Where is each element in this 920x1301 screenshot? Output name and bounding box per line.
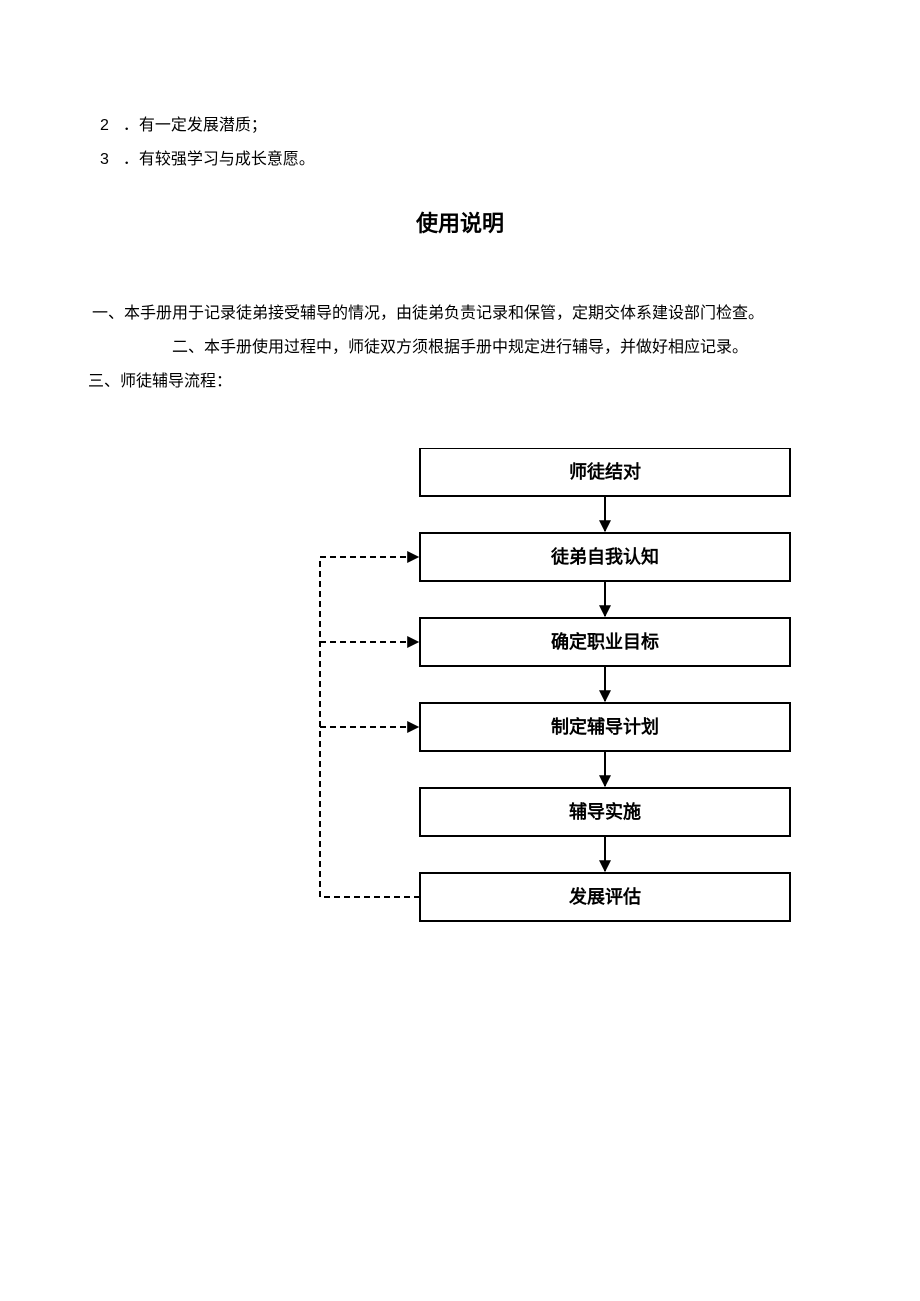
svg-text:辅导实施: 辅导实施 xyxy=(569,801,641,822)
paragraph-1: 一、本手册用于记录徒弟接受辅导的情况，由徒弟负责记录和保管，定期交体系建设部门检… xyxy=(92,298,820,330)
paragraph-3: 三、师徒辅导流程： xyxy=(88,366,820,398)
list-number-3: 3 xyxy=(100,151,109,168)
list-text-3: ．有较强学习与成长意愿。 xyxy=(123,151,315,168)
list-item-3: 3 ．有较强学习与成长意愿。 xyxy=(100,144,820,176)
flowchart: 师徒结对徒弟自我认知确定职业目标制定辅导计划辅导实施发展评估 xyxy=(220,448,780,968)
list-text-2: ．有一定发展潜质； xyxy=(123,117,267,134)
flowchart-svg: 师徒结对徒弟自我认知确定职业目标制定辅导计划辅导实施发展评估 xyxy=(220,448,800,948)
svg-text:制定辅导计划: 制定辅导计划 xyxy=(551,716,659,737)
paragraph-2: 二、本手册使用过程中，师徒双方须根据手册中规定进行辅导，并做好相应记录。 xyxy=(100,332,820,364)
list-item-2: 2 ．有一定发展潜质； xyxy=(100,110,820,142)
svg-text:师徒结对: 师徒结对 xyxy=(569,461,641,482)
section-title: 使用说明 xyxy=(100,206,820,238)
svg-text:徒弟自我认知: 徒弟自我认知 xyxy=(550,546,659,567)
svg-text:确定职业目标: 确定职业目标 xyxy=(551,631,659,652)
list-number-2: 2 xyxy=(100,117,109,134)
svg-text:发展评估: 发展评估 xyxy=(568,886,641,907)
